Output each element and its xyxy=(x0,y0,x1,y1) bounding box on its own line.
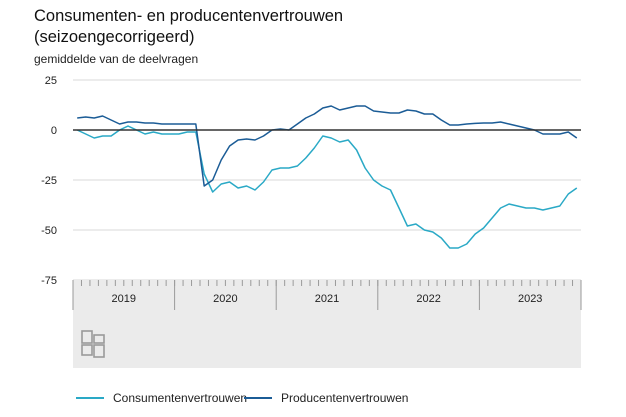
chart-title: Consumenten- en producentenvertrouwen (s… xyxy=(34,6,343,48)
x-tick-label-year: 2019 xyxy=(112,293,136,305)
x-tick-label-year: 2022 xyxy=(416,293,440,305)
cbs-logo-part xyxy=(81,330,93,344)
y-axis-unit-label: gemiddelde van de deelvragen xyxy=(34,52,199,66)
cbs-logo-part xyxy=(81,344,93,356)
y-tick-label: -25 xyxy=(41,175,57,187)
legend: Consumentenvertrouwen Producentenvertrou… xyxy=(0,391,626,407)
cbs-logo-part xyxy=(93,344,105,358)
legend-label-consument: Consumentenvertrouwen xyxy=(113,391,248,405)
x-tick-label-year: 2020 xyxy=(213,293,237,305)
chart-subtitle: (seizoengecorrigeerd) xyxy=(34,28,195,46)
x-tick-label-year: 2021 xyxy=(315,293,339,305)
legend-swatch-producent xyxy=(244,397,272,399)
y-tick-label: 0 xyxy=(51,125,57,137)
chart-title-line-1: Consumenten- en producentenvertrouwen xyxy=(34,7,344,25)
y-tick-label: 25 xyxy=(45,75,57,87)
x-axis-band xyxy=(73,280,581,368)
legend-swatch-consument xyxy=(76,397,104,399)
x-tick-label-year: 2023 xyxy=(518,293,542,305)
legend-item-producent: Producentenvertrouwen xyxy=(244,391,408,405)
series-line-consument xyxy=(76,125,578,249)
y-tick-label: -50 xyxy=(41,225,57,237)
legend-label-producent: Producentenvertrouwen xyxy=(281,391,409,405)
cbs-logo-part xyxy=(93,334,105,344)
series-line-producent xyxy=(77,105,578,187)
legend-item-consument: Consumentenvertrouwen xyxy=(76,391,247,405)
cbs-logo-icon xyxy=(81,330,105,358)
y-tick-label: -75 xyxy=(41,275,57,287)
